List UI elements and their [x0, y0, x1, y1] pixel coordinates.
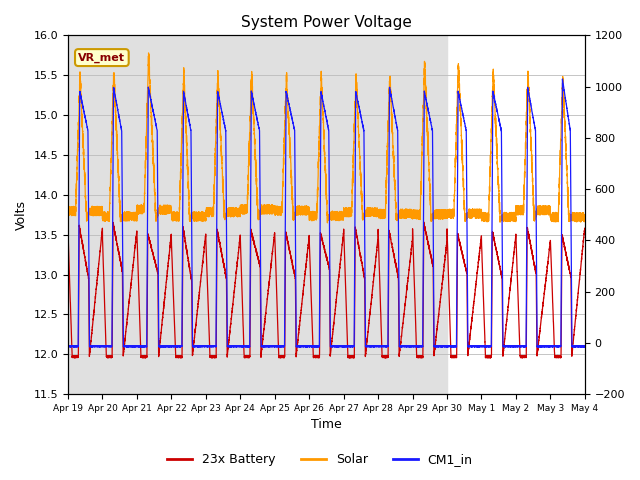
- Legend: 23x Battery, Solar, CM1_in: 23x Battery, Solar, CM1_in: [163, 448, 477, 471]
- X-axis label: Time: Time: [311, 419, 342, 432]
- Y-axis label: Volts: Volts: [15, 200, 28, 230]
- Text: VR_met: VR_met: [78, 52, 125, 63]
- Title: System Power Voltage: System Power Voltage: [241, 15, 412, 30]
- Bar: [68, 36, 447, 394]
